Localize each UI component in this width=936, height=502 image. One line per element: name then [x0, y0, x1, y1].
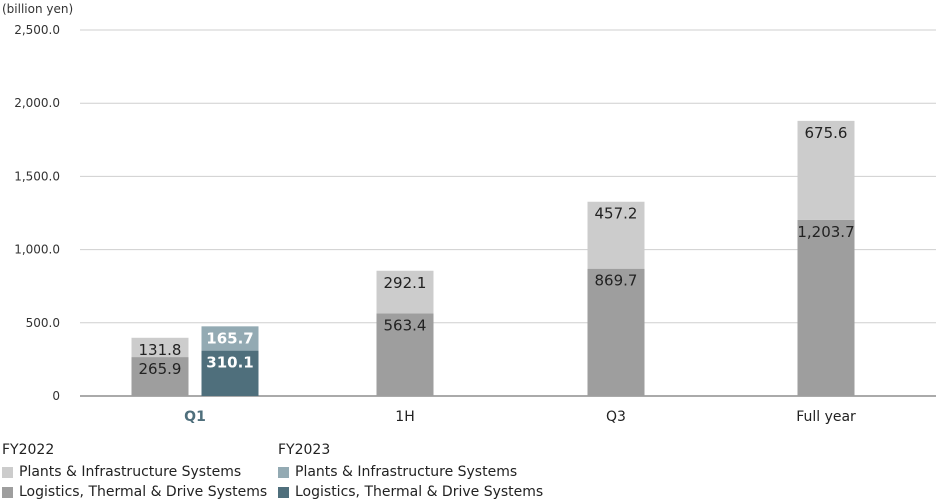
bar-segment: [797, 219, 855, 396]
legend-swatch: [2, 466, 13, 478]
data-label: 292.1: [384, 274, 427, 292]
bar-segment: [201, 350, 259, 396]
legend-item: Logistics, Thermal & Drive Systems: [2, 482, 267, 502]
unit-label: (billion yen): [2, 2, 74, 16]
legend-label: Plants & Infrastructure Systems: [295, 464, 518, 480]
bar-segment: [797, 120, 855, 220]
data-label: 563.4: [384, 317, 427, 335]
bar-segment: [131, 337, 189, 358]
legend-swatch: [2, 486, 13, 498]
data-label: 457.2: [595, 205, 638, 223]
legend-fy2022-title: FY2022: [2, 442, 55, 458]
legend-item: Plants & Infrastructure Systems: [2, 462, 267, 482]
y-tick-label: 500.0: [26, 316, 60, 330]
x-tick-label: Q1: [184, 409, 206, 425]
data-label: 869.7: [595, 272, 638, 290]
legend-label: Logistics, Thermal & Drive Systems: [295, 484, 544, 500]
bar-segment: [376, 313, 434, 396]
legend-swatch: [278, 466, 289, 478]
legend-swatch: [278, 486, 289, 498]
data-label: 165.7: [206, 329, 253, 347]
legend-label: Logistics, Thermal & Drive Systems: [19, 484, 268, 500]
x-tick-label: Full year: [796, 409, 856, 425]
y-tick-label: 1,500.0: [14, 169, 60, 183]
bar-segment: [587, 201, 645, 269]
y-tick-label: 0: [52, 389, 60, 403]
bar-segment: [587, 268, 645, 396]
legend-item: Logistics, Thermal & Drive Systems: [278, 482, 543, 502]
y-tick-label: 1,000.0: [14, 243, 60, 257]
data-label: 675.6: [805, 124, 848, 142]
legend-fy2023: FY2023 Plants & Infrastructure Systems L…: [278, 442, 543, 502]
legend-label: Plants & Infrastructure Systems: [19, 464, 242, 480]
y-tick-label: 2,500.0: [14, 23, 60, 37]
data-label: 131.8: [139, 341, 182, 359]
data-label: 1,203.7: [797, 223, 854, 241]
bar-segment: [201, 326, 259, 351]
legend-item: Plants & Infrastructure Systems: [278, 462, 543, 482]
data-label: 265.9: [139, 360, 182, 378]
bar-segment: [376, 270, 434, 314]
x-tick-label: Q3: [606, 409, 626, 425]
legend-fy2022: FY2022 Plants & Infrastructure Systems L…: [2, 442, 267, 502]
x-tick-label: 1H: [395, 409, 414, 425]
bar-segment: [131, 357, 189, 396]
y-tick-label: 2,000.0: [14, 96, 60, 110]
legend-fy2023-title: FY2023: [278, 442, 331, 458]
data-label: 310.1: [206, 354, 253, 372]
